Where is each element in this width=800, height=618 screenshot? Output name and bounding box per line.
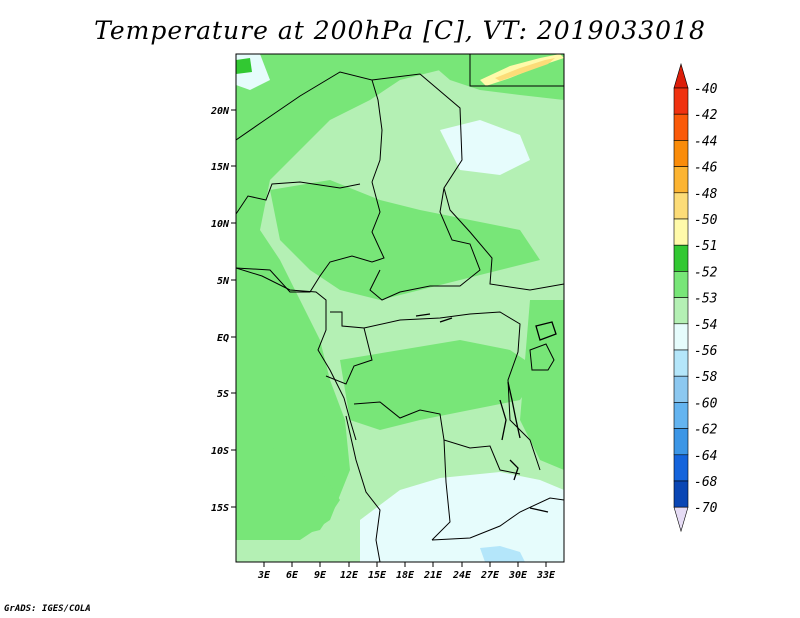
temperature-field xyxy=(236,54,564,562)
legend-label: -64 xyxy=(694,449,717,464)
legend-label: -44 xyxy=(694,134,717,149)
lat-axis xyxy=(231,109,236,508)
legend-label: -46 xyxy=(694,161,718,176)
map-title: Temperature at 200hPa [C], VT: 201903301… xyxy=(94,16,706,45)
fill-52-east xyxy=(520,300,564,470)
legend-swatch xyxy=(673,297,689,325)
legend-label: -51 xyxy=(694,239,717,254)
legend-label: -48 xyxy=(694,187,718,202)
lat-label: EQ xyxy=(217,333,229,344)
legend-label: -70 xyxy=(694,501,718,516)
legend-swatch xyxy=(673,113,689,141)
legend-swatch xyxy=(673,349,689,377)
legend-label: -60 xyxy=(694,396,718,411)
lon-label: 15E xyxy=(368,570,387,581)
lon-label: 30E xyxy=(508,570,528,581)
lat-label: 20N xyxy=(210,106,230,117)
legend-swatch xyxy=(673,192,689,220)
fill-56-patch xyxy=(480,546,525,562)
fill-52-south-west xyxy=(236,440,340,540)
legend-swatch xyxy=(673,166,689,194)
lat-label: 5N xyxy=(217,276,230,287)
legend-swatch xyxy=(673,402,689,429)
legend-label: -50 xyxy=(694,213,718,228)
legend-swatch xyxy=(673,454,689,482)
lon-label: 18E xyxy=(396,570,415,581)
legend-swatch xyxy=(673,271,689,298)
country-borders xyxy=(236,54,564,562)
lon-label: 24E xyxy=(452,570,472,581)
lon-label: 12E xyxy=(340,570,359,581)
legend-top-arrow xyxy=(673,62,689,89)
legend-label: -52 xyxy=(694,265,718,280)
lon-axis xyxy=(263,562,547,567)
legend-swatch xyxy=(673,428,689,456)
legend-swatch xyxy=(673,375,689,403)
legend-swatch xyxy=(673,480,689,508)
lon-label: 3E xyxy=(257,570,271,581)
lat-label: 10S xyxy=(211,446,229,457)
fill-51-patch xyxy=(236,58,252,74)
fill-54-north xyxy=(440,120,530,175)
legend-label: -62 xyxy=(694,423,718,438)
lakes xyxy=(415,313,557,513)
lat-label: 15S xyxy=(211,503,229,514)
lon-label: 21E xyxy=(423,570,443,581)
legend-swatch xyxy=(673,140,689,167)
legend-label: -54 xyxy=(694,318,717,333)
lon-label: 33E xyxy=(536,570,556,581)
legend-label: -58 xyxy=(694,370,718,385)
lat-labels: 20N 15N 10N 5N EQ 5S 10S 15S xyxy=(210,106,230,514)
map-frame xyxy=(235,53,565,563)
color-legend: -40 -42 -44 -46 -48 -50 -51 -52 -53 -54 -56 -58 -60 -… xyxy=(673,62,718,533)
fill-54-south xyxy=(360,472,564,562)
legend-swatch xyxy=(673,87,689,115)
legend-label: -68 xyxy=(694,475,718,490)
legend-bottom-arrow xyxy=(673,506,689,533)
lon-label: 9E xyxy=(314,570,327,581)
lat-label: 5S xyxy=(217,389,229,400)
fill-52-nigeria xyxy=(270,180,540,300)
coastline xyxy=(236,267,357,441)
lon-label: 6E xyxy=(286,570,299,581)
fill-52-west xyxy=(236,54,440,540)
legend-label: -40 xyxy=(694,82,718,97)
legend-swatch xyxy=(673,218,689,246)
lon-label: 27E xyxy=(480,570,500,581)
legend-label: -42 xyxy=(694,108,718,123)
grads-credit: GrADS: IGES/COLA xyxy=(4,604,91,614)
fill-52-central xyxy=(340,340,540,430)
lat-label: 15N xyxy=(211,162,230,173)
legend-label: -56 xyxy=(694,344,718,359)
lon-labels: 3E 6E 9E 12E 15E 18E 21E 24E 27E 30E 33E xyxy=(257,570,556,581)
legend-label: -53 xyxy=(694,292,717,307)
lat-label: 10N xyxy=(211,219,230,230)
legend-swatch xyxy=(673,244,689,272)
legend-swatch xyxy=(673,323,689,351)
fill-48-streak xyxy=(495,58,555,81)
